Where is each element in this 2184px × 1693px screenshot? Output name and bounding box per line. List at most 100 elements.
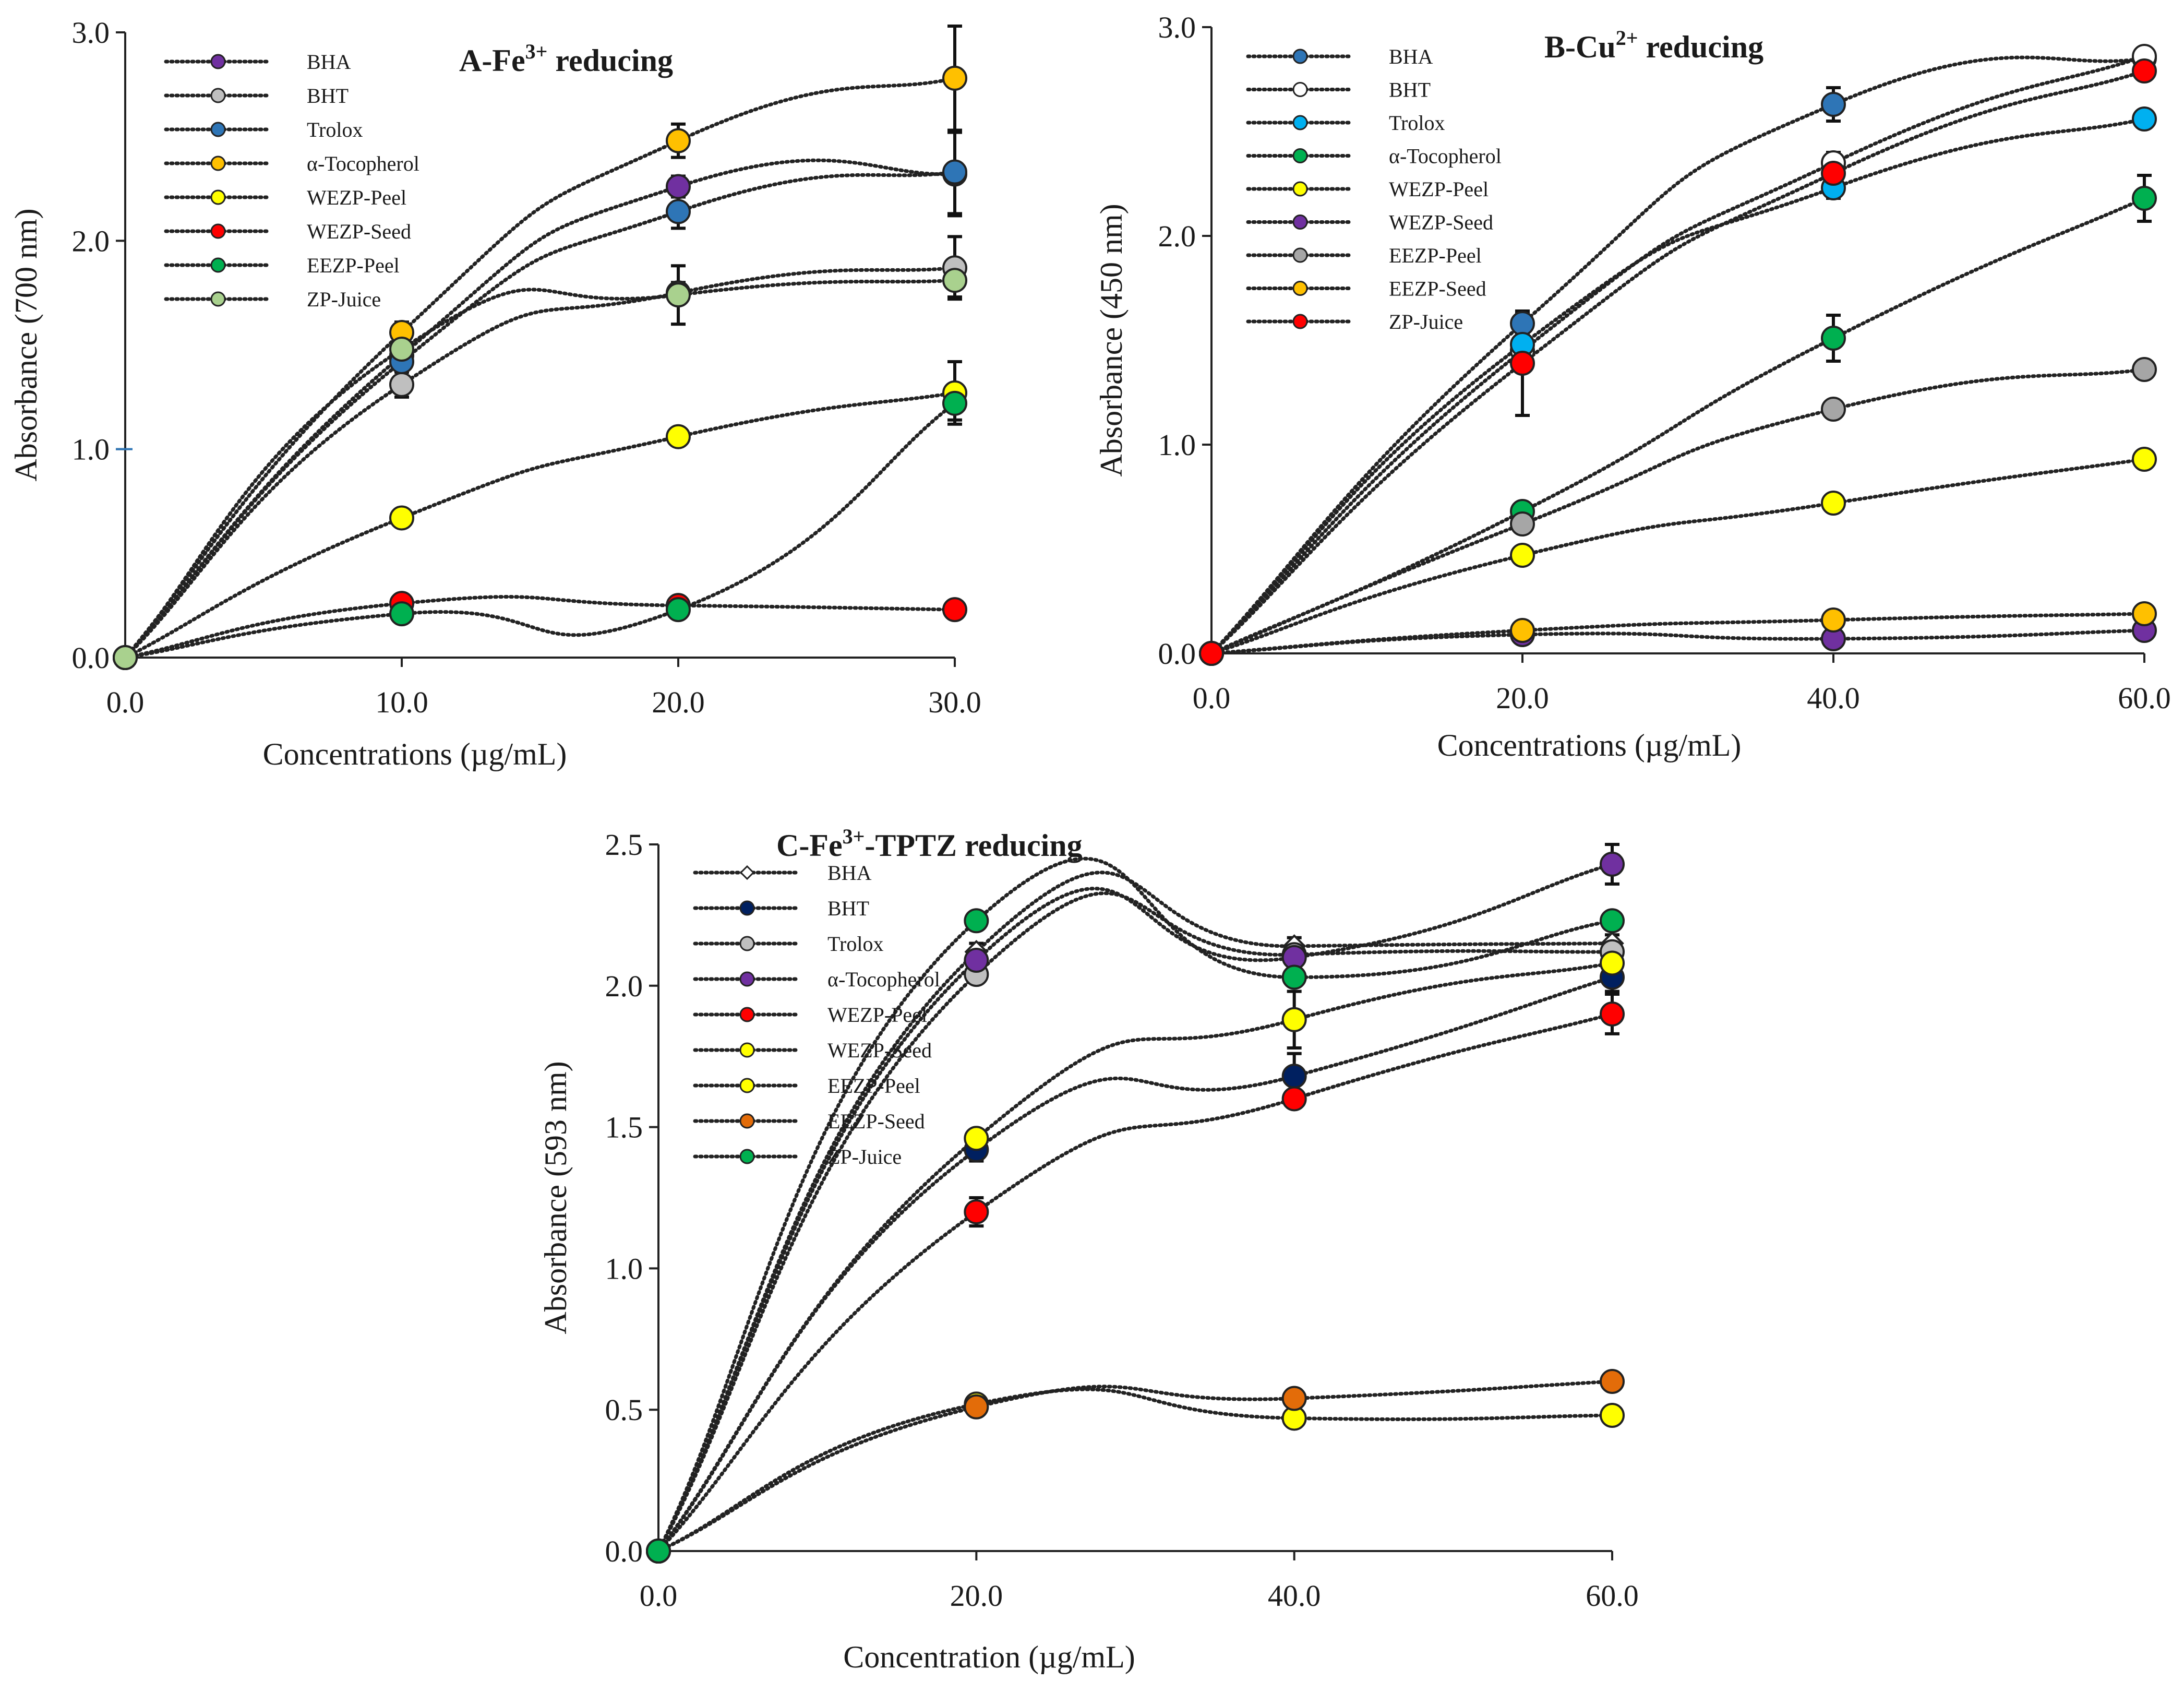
data-point-6-2 xyxy=(1281,1007,1307,1032)
y-tick-label: 1.0 xyxy=(72,433,110,467)
legend-label: α-Tocopherol xyxy=(1389,145,1502,168)
legend-marker xyxy=(210,88,226,103)
legend-label: ZP-Juice xyxy=(307,288,381,311)
series-line-5 xyxy=(123,595,957,660)
legend-label: ZP-Juice xyxy=(1389,310,1463,333)
series-line-6 xyxy=(123,401,957,660)
data-point-1-1 xyxy=(389,372,414,397)
panel-title-sup: 3+ xyxy=(525,40,548,63)
data-point-6-1 xyxy=(389,601,414,627)
legend-label: BHA xyxy=(307,50,351,74)
data-point-2-3 xyxy=(942,159,967,185)
panel-title-suffix: reducing xyxy=(1638,30,1764,64)
data-point-4-2 xyxy=(1281,1086,1307,1112)
legend-marker xyxy=(1292,148,1308,163)
data-point-8-2 xyxy=(1821,161,1846,186)
x-tick-label: 20.0 xyxy=(950,1579,1003,1613)
data-point-7-3 xyxy=(942,268,967,293)
y-tick-label: 0.0 xyxy=(1158,637,1196,671)
data-point-7-3 xyxy=(2132,601,2157,626)
data-point-4-1 xyxy=(389,505,414,531)
legend-marker xyxy=(1292,281,1308,296)
legend-marker xyxy=(1292,314,1308,329)
legend-label: WEZP-Peel xyxy=(1389,177,1489,201)
y-tick-label: 2.5 xyxy=(605,828,643,862)
x-axis-title: Concentration (µg/mL) xyxy=(843,1640,1135,1674)
legend-marker xyxy=(1292,214,1308,230)
data-point-6-2 xyxy=(1821,397,1846,422)
series-line-3 xyxy=(1209,196,2146,655)
legend-marker xyxy=(210,156,226,171)
x-tick-label: 60.0 xyxy=(2118,681,2171,715)
x-tick-label: 0.0 xyxy=(640,1579,678,1613)
data-point-8-1 xyxy=(1510,351,1535,376)
data-point-7-0 xyxy=(113,645,138,670)
chart-panel-c: 0.0 0.5 1.0 1.5 2.0 2.5 0.0 20.0 40.0 60.0 Concent… xyxy=(538,825,1639,1674)
data-point-8-3 xyxy=(1600,908,1625,934)
panel-title-prefix: C-Fe xyxy=(776,828,843,863)
series-line-7 xyxy=(123,278,957,660)
data-point-7-1 xyxy=(389,336,414,362)
x-tick-label: 30.0 xyxy=(928,685,981,719)
data-point-7-2 xyxy=(666,282,691,308)
x-tick-label: 10.0 xyxy=(375,685,428,719)
data-point-0-1 xyxy=(1510,311,1535,336)
series-lines xyxy=(656,856,1614,1553)
legend-label: BHA xyxy=(827,861,872,885)
data-point-3-3 xyxy=(1600,851,1625,877)
y-axis-title: Absorbance (450 nm) xyxy=(1094,204,1129,476)
legend-label: WEZP-Peel xyxy=(827,1003,927,1027)
y-tick-label: 0.0 xyxy=(605,1534,643,1568)
series-line-6 xyxy=(656,961,1614,1553)
x-axis-title: Concentrations (µg/mL) xyxy=(263,737,567,771)
legend-marker xyxy=(210,257,226,273)
legend-label: ZP-Juice xyxy=(827,1145,902,1169)
data-point-4-3 xyxy=(1600,1001,1625,1027)
legend-marker xyxy=(210,54,226,69)
y-tick-label: 1.0 xyxy=(1158,428,1196,462)
data-point-7-2 xyxy=(1821,607,1846,633)
data-point-8-2 xyxy=(1281,964,1307,990)
y-tick-label: 3.0 xyxy=(1158,10,1196,44)
series-line-2 xyxy=(1209,117,2146,655)
data-point-3-2 xyxy=(666,128,691,153)
y-tick-label: 1.0 xyxy=(605,1251,643,1285)
data-point-2-3 xyxy=(2132,106,2157,132)
series-line-2 xyxy=(123,170,957,660)
legend-marker xyxy=(739,936,755,951)
panel-title: C-Fe3+-TPTZ reducing xyxy=(776,825,1083,863)
legend-marker xyxy=(739,1113,755,1129)
legend-label: EEZP-Seed xyxy=(1389,277,1486,301)
legend-marker xyxy=(739,971,755,987)
legend-marker xyxy=(739,865,755,880)
series-line-0 xyxy=(1209,55,2146,655)
data-point-3-2 xyxy=(1821,326,1846,351)
x-tick-label: 40.0 xyxy=(1268,1579,1321,1613)
y-tick-label: 1.5 xyxy=(605,1111,643,1144)
data-points xyxy=(113,65,967,670)
legend-label: WEZP-Peel xyxy=(307,186,406,209)
legend-label: BHT xyxy=(827,897,869,920)
legend-label: α-Tocopherol xyxy=(827,968,940,991)
legend-label: Trolox xyxy=(1389,111,1445,135)
data-point-8-1 xyxy=(964,908,989,934)
y-tick-label: 2.0 xyxy=(1158,219,1196,253)
y-tick-label: 0.0 xyxy=(72,641,110,675)
data-points xyxy=(1199,44,2157,666)
series-lines xyxy=(1209,54,2146,655)
legend-marker xyxy=(739,1007,755,1022)
error-bars xyxy=(969,843,1619,1414)
legend-marker xyxy=(1292,247,1308,263)
series-line-5 xyxy=(656,1387,1614,1553)
legend: BHA BHT Trolox α-Tocopherol WEZP-Peel WEZP-Se… xyxy=(164,50,419,311)
data-point-3-3 xyxy=(942,65,967,91)
legend-label: EEZP-Peel xyxy=(827,1074,920,1098)
y-tick-label: 0.5 xyxy=(605,1393,643,1427)
series-line-8 xyxy=(656,856,1614,1553)
error-bars xyxy=(394,25,962,620)
legend-label: BHT xyxy=(307,84,349,108)
legend-marker xyxy=(210,223,226,239)
panel-title-prefix: A-Fe xyxy=(459,43,525,78)
data-point-7-2 xyxy=(1281,1386,1307,1411)
